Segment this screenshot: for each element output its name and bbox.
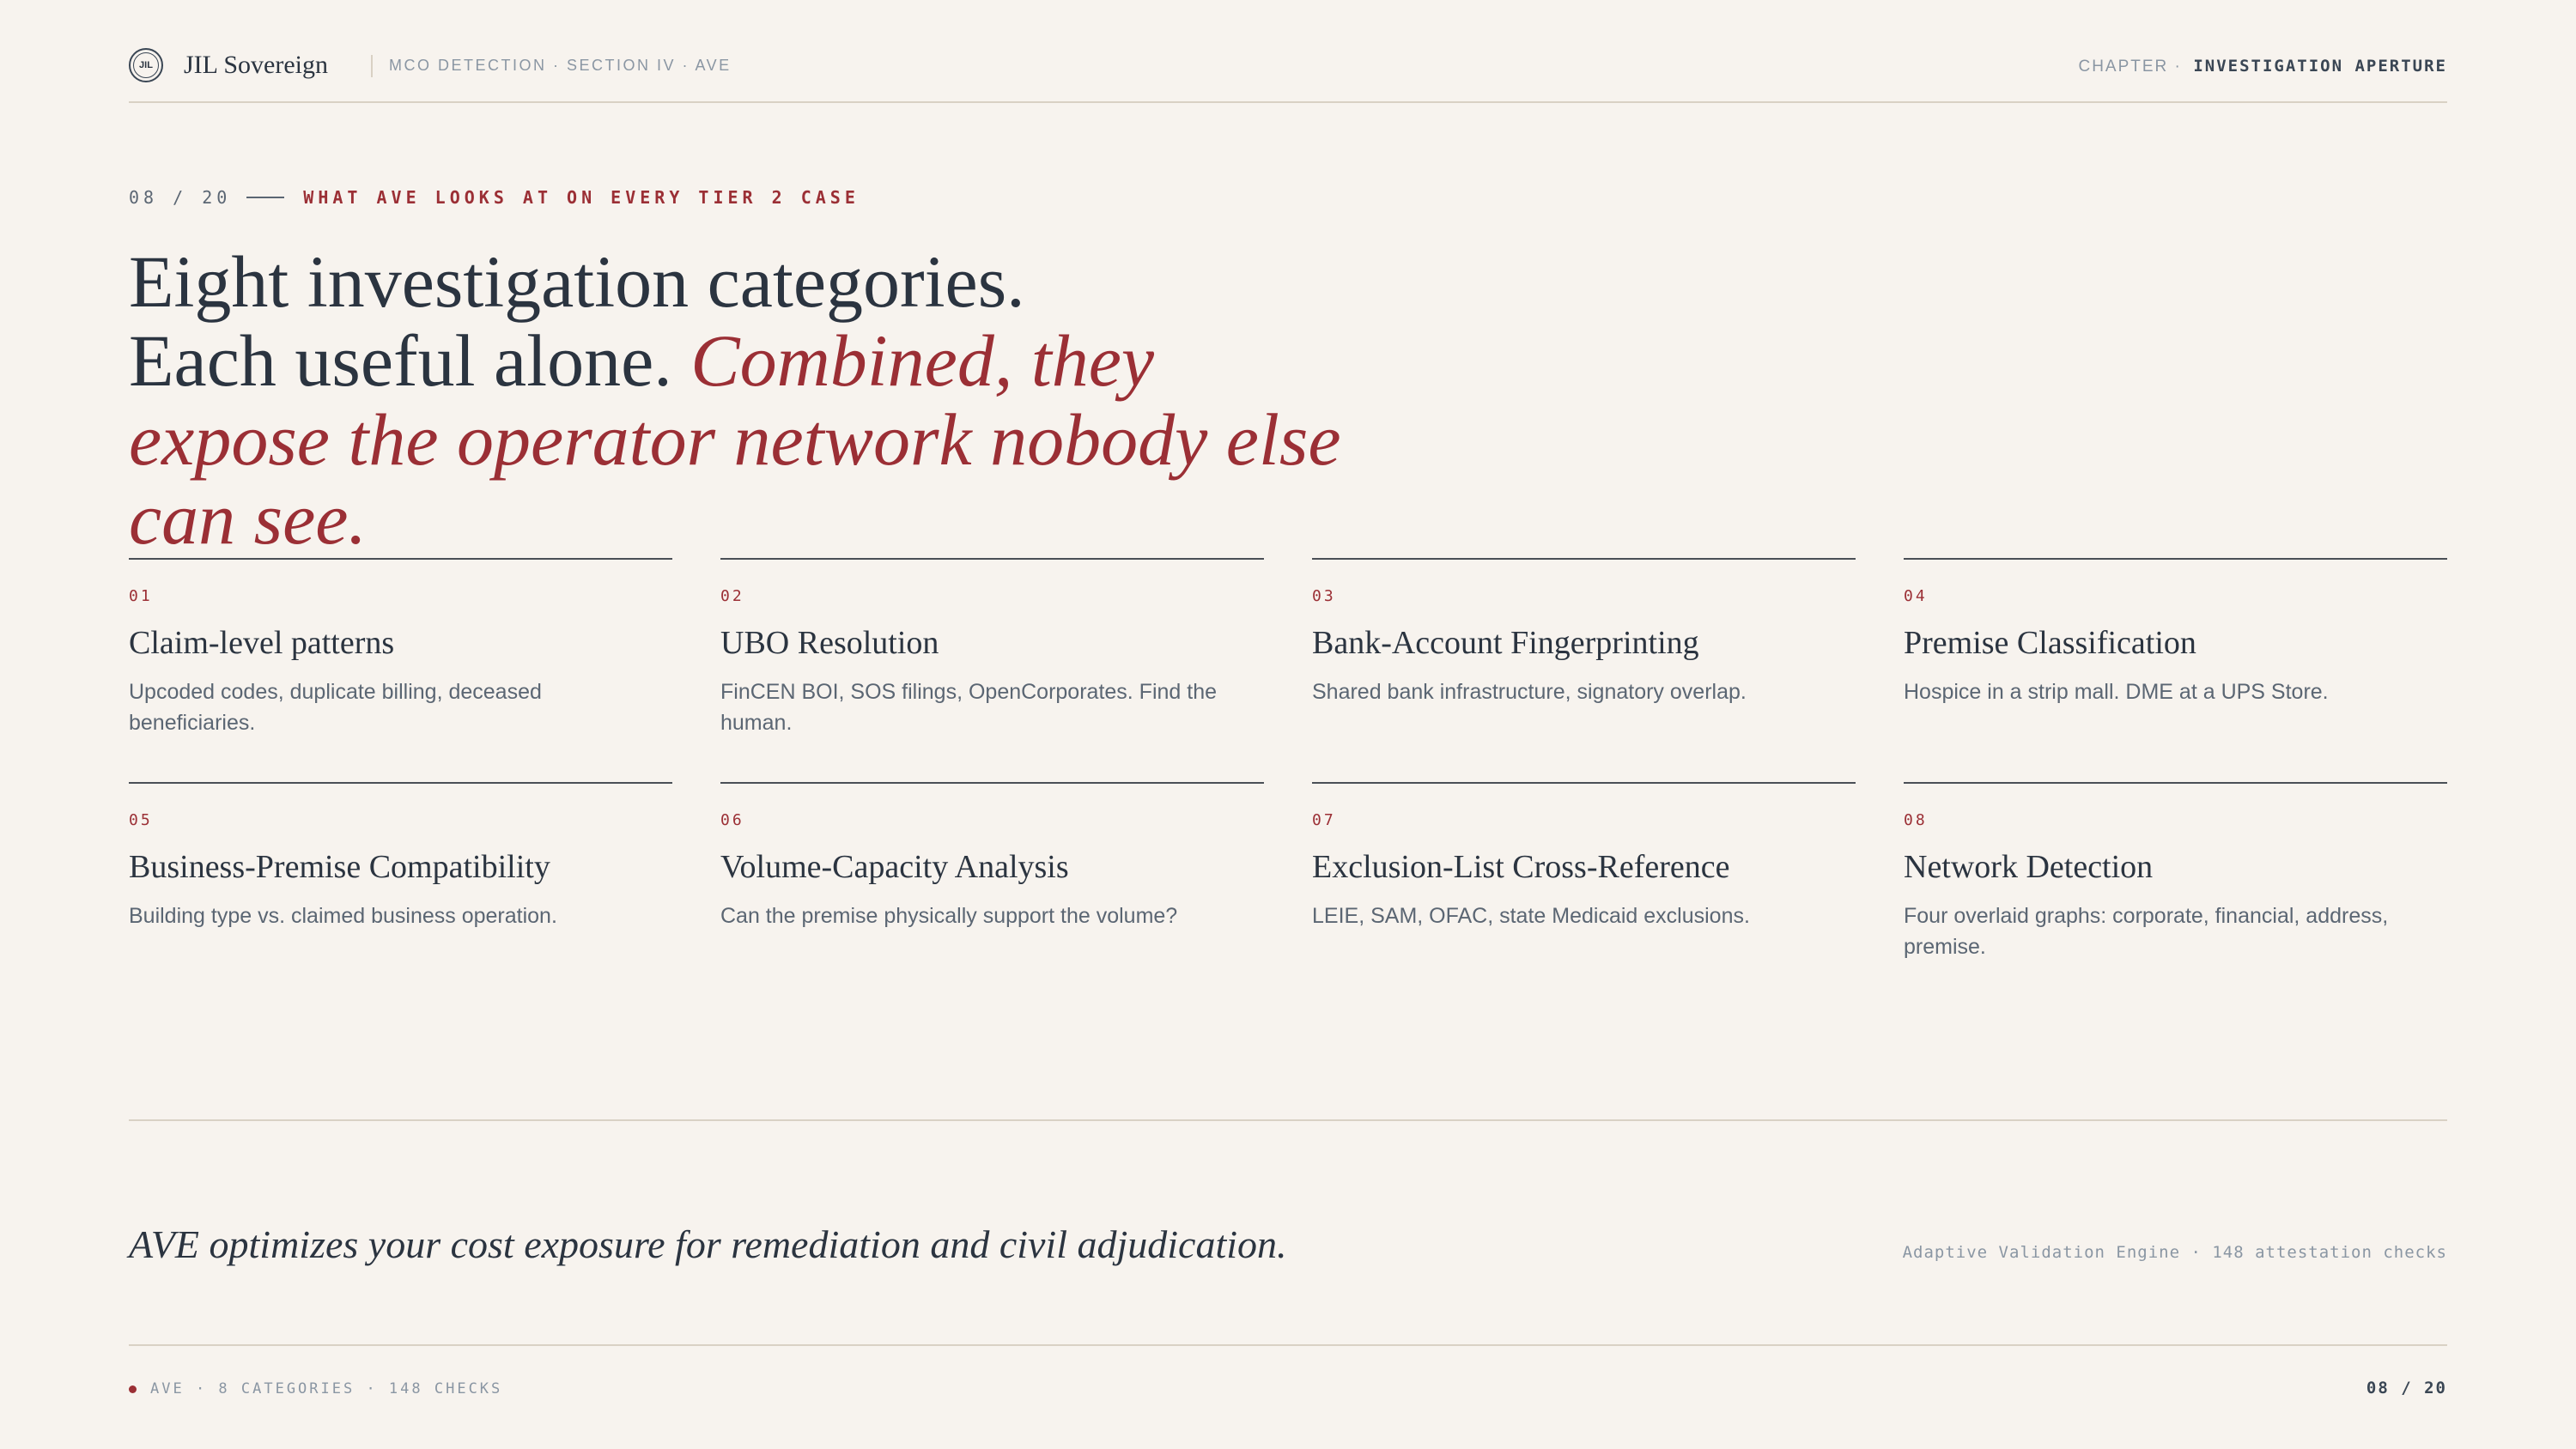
category-description: Upcoded codes, duplicate billing, deceas… (129, 680, 542, 735)
category-number: 02 (720, 587, 744, 605)
category-title: Volume-Capacity Analysis (720, 849, 1069, 885)
category-title: UBO Resolution (720, 625, 939, 661)
status-dot-icon (129, 1385, 137, 1393)
category-description: Hospice in a strip mall. DME at a UPS St… (1904, 680, 2329, 704)
category-description: LEIE, SAM, OFAC, state Medicaid exclusio… (1312, 904, 1750, 928)
category-title: Bank-Account Fingerprinting (1312, 625, 1699, 661)
headline-line-2: Each useful alone. (129, 319, 672, 402)
logo-icon: JIL (129, 48, 163, 82)
category-card: 01 Claim-level patterns Upcoded codes, dup… (129, 558, 672, 735)
category-title: Premise Classification (1904, 625, 2196, 661)
chapter-title: INVESTIGATION APERTURE (2193, 57, 2447, 76)
page-indicator: 08 / 20 (129, 187, 232, 208)
category-card: 07 Exclusion-List Cross-Reference LEIE, SA… (1312, 782, 1856, 928)
category-number: 07 (1312, 811, 1336, 829)
chapter-label: CHAPTER · INVESTIGATION APERTURE (2078, 57, 2447, 76)
category-description: Building type vs. claimed business opera… (129, 904, 557, 928)
category-description: Shared bank infrastructure, signatory ov… (1312, 680, 1747, 704)
tagline: AVE optimizes your cost exposure for rem… (129, 1222, 1287, 1266)
footer-text: AVE · 8 CATEGORIES · 148 CHECKS (150, 1380, 503, 1397)
category-card: 04 Premise Classification Hospice in a str… (1904, 558, 2447, 704)
brand-name: JIL Sovereign (184, 51, 329, 79)
category-card: 06 Volume-Capacity Analysis Can the premis… (720, 782, 1264, 928)
page-title: Eight investigation categories. Each use… (129, 242, 1589, 558)
category-card: 05 Business-Premise Compatibility Building… (129, 782, 672, 928)
category-title: Claim-level patterns (129, 625, 395, 661)
footer-divider (129, 1344, 2447, 1346)
category-number: 06 (720, 811, 744, 829)
category-description: Can the premise physically support the v… (720, 904, 1178, 928)
section-divider (129, 1119, 2447, 1121)
eyebrow: 08 / 20 WHAT AVE LOOKS AT ON EVERY TIER … (129, 187, 860, 208)
header-divider (129, 101, 2447, 103)
category-title: Network Detection (1904, 849, 2154, 885)
category-card: 02 UBO Resolution FinCEN BOI, SOS filings,… (720, 558, 1264, 735)
headline-emphasis: Combined, they expose the operator netwo… (129, 319, 1341, 560)
category-number: 05 (129, 811, 153, 829)
section-breadcrumb: MCO DETECTION · SECTION IV · AVE (389, 57, 732, 74)
engine-note: Adaptive Validation Engine · 148 attesta… (1902, 1243, 2447, 1262)
category-description: Four overlaid graphs: corporate, financi… (1904, 904, 2389, 959)
dash-divider (246, 197, 285, 198)
divider (371, 55, 373, 77)
category-number: 01 (129, 587, 153, 605)
footer-summary: AVE · 8 CATEGORIES · 148 CHECKS (129, 1380, 502, 1397)
eyebrow-text: WHAT AVE LOOKS AT ON EVERY TIER 2 CASE (303, 187, 860, 208)
category-title: Business-Premise Compatibility (129, 849, 550, 885)
category-number: 03 (1312, 587, 1336, 605)
category-card: 03 Bank-Account Fingerprinting Shared bank… (1312, 558, 1856, 704)
headline-line-1: Eight investigation categories. (129, 240, 1025, 323)
footer-page-number: 08 / 20 (2366, 1379, 2447, 1397)
category-number: 08 (1904, 811, 1928, 829)
category-title: Exclusion-List Cross-Reference (1312, 849, 1730, 885)
category-card: 08 Network Detection Four overlaid graphs:… (1904, 782, 2447, 959)
chapter-prefix: CHAPTER · (2078, 58, 2182, 76)
category-description: FinCEN BOI, SOS filings, OpenCorporates.… (720, 680, 1218, 735)
category-number: 04 (1904, 587, 1928, 605)
